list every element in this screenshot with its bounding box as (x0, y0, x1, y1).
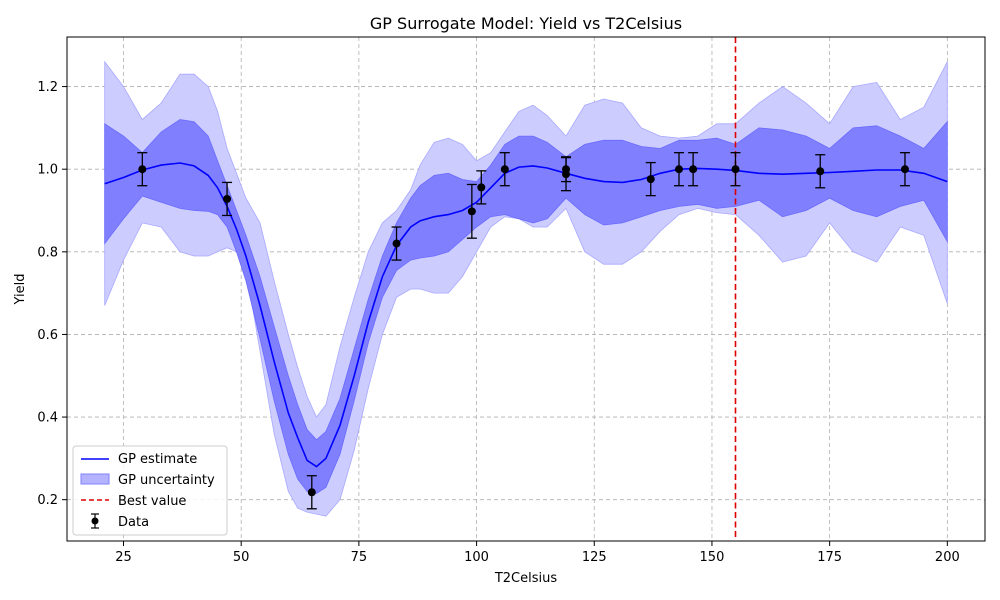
y-tick-label: 0.2 (37, 493, 58, 508)
data-point (561, 156, 572, 183)
y-tick-label: 1.0 (37, 163, 58, 178)
x-tick-label: 200 (935, 550, 960, 565)
data-point (899, 152, 910, 187)
data-point (466, 183, 477, 239)
data-marker (467, 207, 476, 216)
x-tick-label: 125 (582, 550, 607, 565)
data-point (137, 152, 148, 187)
legend-gp-uncertainty-swatch (80, 473, 110, 485)
y-axis-label: Yield (13, 274, 28, 306)
data-marker (477, 183, 486, 192)
legend-gp-uncertainty-label: GP uncertainty (118, 473, 215, 488)
legend-box (72, 445, 228, 536)
data-point (391, 226, 402, 261)
data-point (306, 475, 317, 510)
legend-data-label: Data (118, 515, 149, 530)
data-point (476, 170, 487, 205)
legend: GP estimate GP uncertainty Best value Da… (72, 445, 228, 536)
y-tick-label: 0.6 (37, 328, 58, 343)
x-axis-label: T2Celsius (494, 571, 558, 586)
data-marker (500, 165, 509, 174)
legend-data-swatch (91, 513, 99, 529)
y-ticks: 0.2 0.4 0.6 0.8 1.0 1.2 (37, 80, 67, 508)
legend-gp-estimate-label: GP estimate (118, 452, 197, 467)
x-tick-label: 50 (233, 550, 250, 565)
uncertainty-band-inner (104, 119, 948, 494)
data-marker (816, 167, 825, 176)
y-tick-label: 0.4 (37, 411, 58, 426)
data-point (815, 154, 826, 189)
data-point (222, 181, 233, 217)
gp-estimate-line (104, 162, 948, 468)
data-marker (731, 165, 740, 174)
data-point (674, 152, 684, 187)
x-tick-label: 25 (115, 550, 132, 565)
uncertainty-bands (104, 60, 948, 517)
chart-title: GP Surrogate Model: Yield vs T2Celsius (370, 14, 682, 33)
data-marker (307, 488, 316, 497)
data-marker (562, 165, 571, 174)
legend-best-value-label: Best value (118, 494, 186, 509)
x-ticks: 25 50 75 100 125 150 175 200 (115, 541, 960, 565)
x-tick-label: 150 (700, 550, 725, 565)
data-points (137, 152, 910, 510)
data-marker (689, 165, 698, 174)
y-tick-label: 1.2 (37, 80, 58, 95)
data-marker (675, 165, 683, 174)
data-point (499, 152, 510, 187)
data-marker (646, 175, 655, 184)
plot-frame (66, 36, 986, 542)
data-point (645, 161, 656, 197)
x-tick-label: 75 (351, 550, 368, 565)
data-marker (223, 194, 232, 203)
data-marker (900, 165, 909, 174)
lines (104, 37, 948, 541)
data-marker (392, 239, 401, 248)
y-tick-label: 0.8 (37, 245, 58, 260)
data-point (688, 152, 699, 187)
x-tick-label: 100 (464, 550, 489, 565)
x-tick-label: 175 (817, 550, 842, 565)
data-marker (138, 165, 147, 174)
data-point (730, 152, 741, 187)
